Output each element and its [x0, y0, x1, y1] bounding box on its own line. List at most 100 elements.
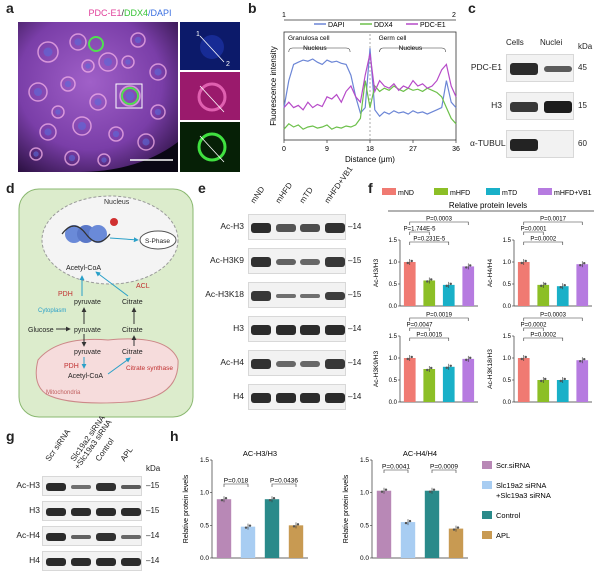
panel-letter-h: h	[170, 428, 179, 444]
band	[45, 482, 66, 492]
data-point	[524, 355, 527, 359]
bar	[403, 358, 416, 402]
band	[324, 359, 345, 369]
significance-bracket	[409, 221, 469, 225]
nucleus-label-1: Nucleus	[303, 45, 327, 52]
citrate-mito: Citrate	[122, 349, 143, 356]
y-tick-label: 1.0	[389, 356, 398, 362]
band	[275, 224, 296, 232]
band	[510, 101, 538, 113]
follicle-cell	[108, 126, 124, 142]
data-point	[563, 284, 566, 287]
mitochondria-label: Mitochondria	[46, 390, 81, 396]
band	[275, 259, 296, 265]
nucleus-dot	[142, 138, 150, 146]
y-tick-label: 0.5	[389, 378, 398, 384]
follicle-cell	[121, 55, 135, 69]
panel-letter-a: a	[6, 0, 14, 16]
data-point	[520, 357, 523, 361]
title-slash: /	[121, 8, 124, 18]
data-point	[296, 523, 300, 526]
germ-cell	[88, 36, 104, 52]
nucleus-dot	[125, 91, 135, 101]
follicle-cell	[51, 105, 65, 119]
kda-marker: –14	[348, 358, 362, 367]
nucleus-dot	[103, 57, 113, 67]
row-label: H4	[233, 391, 244, 401]
band	[251, 324, 272, 336]
kda-marker: –14	[348, 222, 362, 231]
y-tick-label: 0.5	[503, 282, 512, 288]
data-point	[445, 366, 448, 369]
x-axis-label: Distance (μm)	[345, 155, 395, 164]
y-tick-label: 1.0	[389, 260, 398, 266]
kda-marker: –14	[146, 531, 160, 540]
band	[95, 557, 116, 567]
acl-label: ACL	[136, 283, 150, 290]
band	[300, 224, 321, 232]
row-label: H3	[29, 505, 40, 515]
significance-bracket	[431, 469, 457, 473]
band	[120, 534, 141, 540]
follicle-cell	[130, 32, 146, 48]
band	[251, 392, 272, 404]
data-point	[380, 490, 384, 493]
legend-dapi: DAPI	[328, 22, 344, 29]
column-label: Scr siRNA	[43, 427, 72, 463]
band	[45, 557, 66, 567]
data-point	[540, 379, 543, 383]
micrograph: 1 2	[18, 22, 240, 172]
band	[95, 507, 116, 517]
row-label: Ac-H3K9	[209, 255, 244, 265]
band	[251, 222, 272, 234]
panel-letter-b: b	[248, 0, 257, 16]
band	[120, 557, 141, 567]
top-mark-1: 1	[282, 12, 286, 19]
p-value: P=0.0009	[430, 464, 458, 471]
nucleus-bracket-1	[288, 47, 351, 53]
band	[275, 324, 296, 336]
follicle-cell	[72, 116, 92, 136]
follicle-cell	[69, 33, 87, 51]
data-point	[579, 264, 582, 267]
x-tick-label: 18	[366, 146, 374, 153]
significance-bracket	[523, 337, 564, 341]
legend-ddx4: DDX4	[374, 22, 393, 29]
data-point	[520, 261, 523, 265]
y-tick-label: 0.5	[360, 522, 369, 529]
data-point	[449, 282, 452, 286]
blot-strip	[248, 350, 346, 376]
mitochondrion-shape	[35, 338, 179, 404]
y-axis-label: Relative protein levels	[343, 474, 350, 543]
legend-label: mND	[398, 190, 414, 197]
data-point	[563, 377, 566, 381]
data-point	[579, 360, 582, 363]
x-tick-label: 27	[409, 146, 417, 153]
data-point	[426, 280, 429, 283]
nucleus-dot	[33, 151, 39, 157]
pdh-label-mito: PDH	[64, 363, 79, 370]
bar	[442, 366, 455, 402]
p-value: P=0.0047	[407, 323, 434, 329]
tissue-section	[18, 22, 178, 172]
s-phase-label: S-Phase	[145, 238, 170, 245]
p-value: P=0.0003	[426, 217, 453, 223]
data-point	[456, 526, 460, 529]
citrate-mid: Citrate	[122, 327, 143, 334]
legend-swatch	[538, 188, 552, 195]
legend-swatch	[482, 511, 492, 519]
region-granulosa: Granulosa cell	[288, 35, 330, 42]
data-point	[408, 519, 412, 523]
significance-bracket	[523, 241, 564, 245]
y-tick-label: 0.5	[389, 282, 398, 288]
bar	[462, 266, 475, 306]
glucose-label: Glucose	[28, 327, 54, 334]
blot-strip	[248, 316, 346, 342]
region-germ: Germ cell	[379, 35, 407, 42]
bar	[576, 264, 589, 306]
legend-swatch	[482, 461, 492, 469]
series-dapi	[283, 48, 457, 118]
bar	[240, 526, 256, 558]
y-tick-label: 0.0	[389, 400, 398, 406]
band	[251, 359, 272, 369]
